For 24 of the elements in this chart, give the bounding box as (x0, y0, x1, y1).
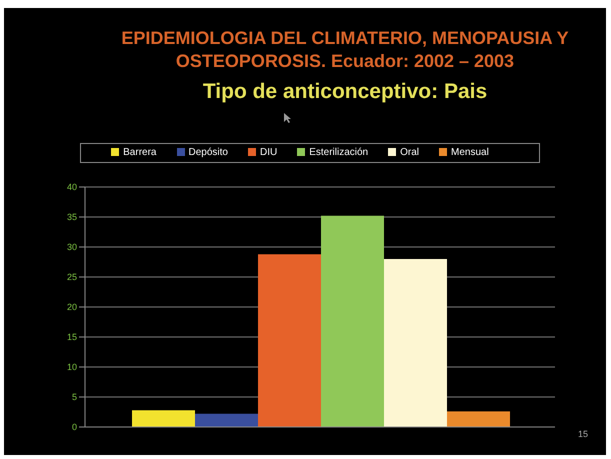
y-tick-label: 15 (66, 332, 77, 342)
y-tick-label: 25 (66, 272, 77, 282)
y-tick-label: 0 (72, 422, 77, 432)
legend-label: DIU (260, 147, 278, 158)
legend-label: Mensual (451, 147, 490, 158)
bar (132, 410, 195, 427)
bar (321, 216, 384, 427)
bar (447, 411, 510, 427)
y-tick-label: 35 (66, 212, 77, 222)
text: 15 (578, 429, 588, 439)
y-tick-label: 40 (66, 182, 77, 192)
chart-title: EPIDEMIOLOGIA DEL CLIMATERIO, MENOPAUSIA Y OSTEOPOROSIS. Ecuador: 2002 – 2003 (120, 27, 570, 73)
bar (384, 259, 447, 427)
legend-label: Depósito (188, 147, 229, 158)
bar (195, 414, 258, 427)
legend-label: Barrera (123, 147, 158, 158)
y-tick-label: 20 (66, 302, 77, 312)
legend-label: Oral (400, 147, 420, 158)
chart-subtitle: Tipo de anticonceptivo: Pais (202, 79, 488, 104)
bar (258, 254, 321, 427)
y-tick-label: 5 (72, 392, 77, 402)
y-tick-label: 30 (66, 242, 77, 252)
y-tick-label: 10 (66, 362, 77, 372)
legend-label: Esterilización (309, 147, 370, 158)
